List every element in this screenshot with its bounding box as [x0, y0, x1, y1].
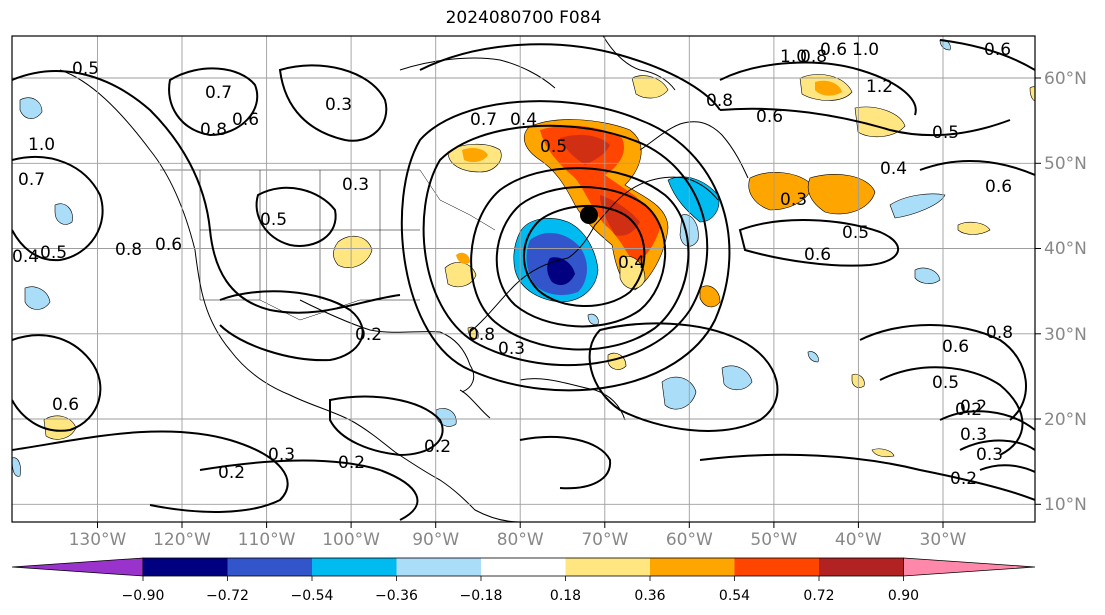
colorbar-tick-label: −0.54 [291, 588, 334, 604]
contour-label: 0.8 [468, 325, 495, 345]
axis-ticks [97, 77, 1041, 528]
colorbar-segment [481, 558, 566, 576]
contour-label: 0.3 [780, 190, 807, 210]
contour-label: 0.8 [706, 91, 733, 111]
lat-tick-label: 20°N [1044, 410, 1087, 430]
contour-label: 0.6 [52, 395, 79, 415]
colorbar-segment [903, 557, 1036, 577]
contour-label: 0.2 [355, 325, 382, 345]
contour-label: 0.6 [942, 337, 969, 357]
colorbar-tick-label: −0.72 [206, 588, 249, 604]
contour-label: 0.6 [820, 40, 847, 60]
contour-label: 0.5 [540, 137, 567, 157]
contour-label: 0.3 [498, 339, 525, 359]
contour-label: 0.3 [325, 95, 352, 115]
latitude-labels: 60°N 50°N 40°N 30°N 20°N 10°N [1044, 69, 1087, 515]
lat-tick-label: 40°N [1044, 239, 1087, 259]
colorbar-tick-label: 0.54 [719, 588, 750, 604]
contour-label: 0.2 [424, 437, 451, 457]
longitude-labels: 130°W 120°W 110°W 100°W 90°W 80°W 70°W 6… [69, 530, 967, 550]
lon-tick-label: 40°W [835, 530, 882, 550]
colorbar-segment [11, 557, 144, 577]
contour-label: 1.0 [780, 47, 807, 67]
map-frame [11, 35, 1036, 523]
contour-label: 0.6 [155, 235, 182, 255]
contour-label: 0.7 [470, 110, 497, 130]
lat-tick-label: 60°N [1044, 69, 1087, 89]
colorbar: −0.90 −0.72 −0.54 −0.36 −0.18 0.18 0.36 … [11, 557, 1036, 604]
contour-label: 0.4 [618, 253, 645, 273]
contour-label: 0.5 [932, 373, 959, 393]
contour-lines [12, 39, 1035, 521]
colorbar-tick-label: −0.36 [375, 588, 418, 604]
contour-label: 0.2 [955, 400, 982, 420]
colorbar-segment [312, 558, 397, 576]
contour-label: 0.8 [115, 240, 142, 260]
lon-tick-label: 110°W [238, 530, 296, 550]
colorbar-tick-label: 0.18 [550, 588, 581, 604]
colorbar-tick-label: 0.72 [803, 588, 834, 604]
colorbar-segment [143, 558, 228, 576]
contour-label: 0.6 [985, 177, 1012, 197]
contour-label: 0.3 [960, 425, 987, 445]
contour-label: 0.5 [72, 59, 99, 79]
contour-label: 0.7 [18, 170, 45, 190]
contour-label: 0.8 [986, 323, 1013, 343]
contour-label: 0.4 [12, 247, 39, 267]
chart-title: 2024080700 F084 [445, 8, 602, 28]
contour-label: 0.6 [756, 107, 783, 127]
contour-label: 0.7 [205, 83, 232, 103]
lat-tick-label: 30°N [1044, 325, 1087, 345]
lon-tick-label: 80°W [497, 530, 544, 550]
colorbar-segment [227, 558, 312, 576]
colorbar-segment [565, 558, 650, 576]
lat-lon-grid [12, 36, 1035, 522]
colorbar-segment [819, 558, 904, 576]
map-plot-area: 0.5 0.7 0.8 0.6 0.3 0.8 1.0 1.2 0.6 0.8 … [12, 36, 1035, 522]
contour-label: 0.4 [510, 110, 537, 130]
contour-label: 0.6 [984, 40, 1011, 60]
lon-tick-label: 120°W [153, 530, 211, 550]
contour-label: 0.3 [342, 175, 369, 195]
lon-tick-label: 30°W [920, 530, 967, 550]
contour-label: 0.3 [976, 445, 1003, 465]
contour-label: 0.2 [218, 463, 245, 483]
lon-tick-label: 100°W [322, 530, 380, 550]
contour-label: 0.2 [950, 469, 977, 489]
colorbar-tick-label: −0.90 [122, 588, 165, 604]
lat-tick-label: 50°N [1044, 154, 1087, 174]
lon-tick-label: 90°W [412, 530, 459, 550]
contour-label: 1.2 [866, 77, 893, 97]
contour-label: 0.2 [338, 453, 365, 473]
contour-label: 0.6 [804, 245, 831, 265]
coastlines [59, 36, 749, 522]
contour-label: 1.0 [852, 40, 879, 60]
contour-labels: 0.5 0.7 0.8 0.6 0.3 0.8 1.0 1.2 0.6 0.8 … [12, 40, 1013, 489]
colorbar-tick-label: 0.90 [888, 588, 919, 604]
contour-label: 0.2 [960, 397, 987, 417]
lon-tick-label: 130°W [69, 530, 127, 550]
contour-label: 0.4 [880, 159, 907, 179]
colorbar-segment [396, 558, 481, 576]
colorbar-segment [650, 558, 735, 576]
contour-label: 0.3 [268, 445, 295, 465]
lat-tick-label: 10°N [1044, 495, 1087, 515]
contour-label: 1.0 [28, 135, 55, 155]
contour-label: 0.5 [260, 210, 287, 230]
storm-center-dot [580, 206, 598, 224]
contour-label: 0.8 [200, 120, 227, 140]
contour-label: 0.5 [932, 123, 959, 143]
colorbar-tick-label: −0.18 [460, 588, 503, 604]
contour-label: 0.5 [842, 223, 869, 243]
lon-tick-label: 60°W [666, 530, 713, 550]
colorbar-segment [734, 558, 819, 576]
contour-label: 0.8 [800, 47, 827, 67]
lon-tick-label: 70°W [581, 530, 628, 550]
colorbar-tick-label: 0.36 [634, 588, 665, 604]
contour-label: 0.5 [40, 243, 67, 263]
contour-label: 0.6 [232, 110, 259, 130]
lon-tick-label: 50°W [750, 530, 797, 550]
